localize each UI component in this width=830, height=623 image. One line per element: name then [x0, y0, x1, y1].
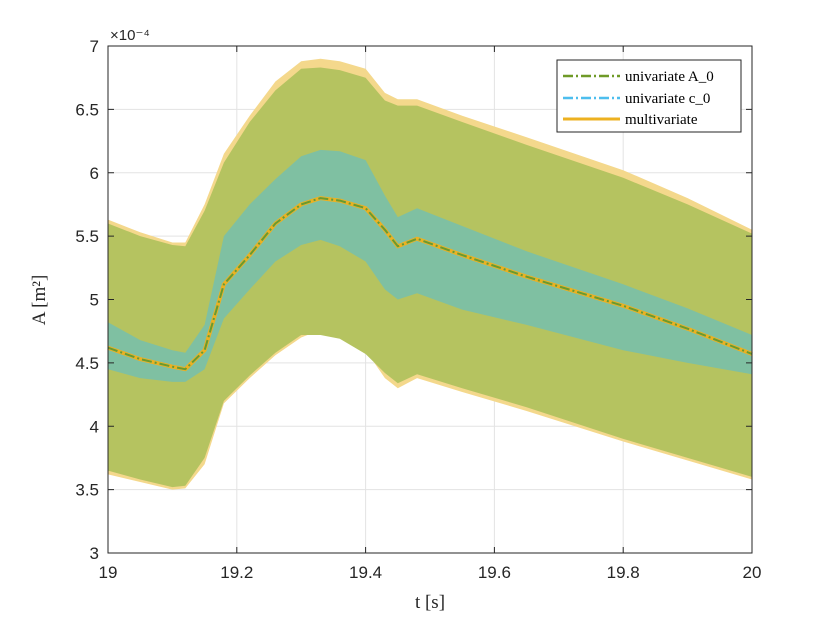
x-axis-label: t [s]	[415, 592, 445, 613]
x-tick-label-2: 19.4	[349, 563, 382, 582]
x-tick-label-0: 19	[99, 563, 118, 582]
y-exponent-label: ×10⁻⁴	[110, 27, 150, 44]
y-tick-label-6: 6	[90, 164, 99, 183]
y-tick-label-4: 5	[90, 291, 99, 310]
y-tick-label-3: 4.5	[75, 354, 99, 373]
legend-label-multivariate: multivariate	[625, 112, 698, 128]
y-tick-label-5: 5.5	[75, 227, 99, 246]
uncertainty-bands	[108, 58, 752, 490]
x-tick-label-3: 19.6	[478, 563, 511, 582]
band-2	[108, 149, 752, 382]
y-tick-label-0: 3	[90, 544, 99, 563]
y-tick-label-7: 6.5	[75, 100, 99, 119]
y-tick-label-1: 3.5	[75, 481, 99, 500]
mean-lines	[107, 196, 753, 372]
x-tick-label-4: 19.8	[607, 563, 640, 582]
legend-label-univariate-a0: univariate A_0	[625, 69, 714, 85]
x-tick-label-5: 20	[743, 563, 762, 582]
series-line-0	[107, 197, 753, 371]
legend-label-univariate-c0: univariate c_0	[625, 91, 710, 107]
legend: univariate A_0 univariate c_0 multivaria…	[556, 59, 742, 133]
x-tick-label-1: 19.2	[220, 563, 253, 582]
y-tick-label-8: 7	[90, 37, 99, 56]
axis-ticks: 19 19.2 19.4 19.6 19.8 20 3 3.5 4 4.5 5 5.5 6 6.5 7	[75, 37, 761, 582]
y-tick-label-2: 4	[90, 417, 99, 436]
y-axis-label: A [m²]	[29, 275, 50, 326]
